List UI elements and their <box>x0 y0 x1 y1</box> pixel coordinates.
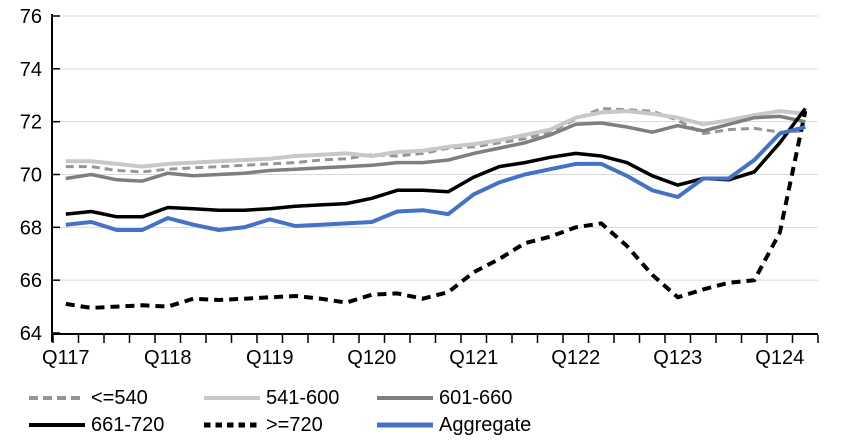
svg-text:Q123: Q123 <box>653 347 702 369</box>
svg-text:Q120: Q120 <box>347 347 396 369</box>
legend-label-541-600: 541-600 <box>266 387 340 409</box>
svg-text:Q117: Q117 <box>42 347 89 369</box>
legend-item-aggregate: Aggregate <box>376 414 531 436</box>
legend-item-ge720: >=720 <box>203 414 323 436</box>
legend-swatch-aggregate <box>377 422 433 428</box>
svg-text:74: 74 <box>20 59 42 81</box>
legend-item-le540: <=540 <box>28 387 148 409</box>
svg-text:Q121: Q121 <box>449 347 498 369</box>
svg-text:70: 70 <box>20 165 42 187</box>
legend-swatch-le540 <box>29 396 85 400</box>
svg-text:68: 68 <box>20 217 42 239</box>
legend-swatch-ge720 <box>204 422 260 428</box>
legend-label-aggregate: Aggregate <box>439 414 532 436</box>
svg-text:72: 72 <box>20 112 42 134</box>
legend-item-601-660: 601-660 <box>376 387 512 409</box>
legend-label-le540: <=540 <box>91 387 148 409</box>
svg-text:76: 76 <box>20 6 42 28</box>
svg-text:Q124: Q124 <box>755 347 804 369</box>
line-chart: 64 66 68 70 72 74 76 Q117 Q118 Q119 Q120 Q121 Q122 Q1… <box>20 6 819 369</box>
svg-text:Q122: Q122 <box>551 347 600 369</box>
legend-swatch-601-660 <box>377 396 433 400</box>
svg-text:64: 64 <box>20 323 42 345</box>
legend-swatch-541-600 <box>204 396 260 400</box>
legend-swatch-661-720 <box>29 423 85 427</box>
legend-label-661-720: 661-720 <box>91 414 165 436</box>
svg-text:Q118: Q118 <box>144 347 191 369</box>
legend-item-541-600: 541-600 <box>203 387 339 409</box>
svg-text:66: 66 <box>20 270 42 292</box>
legend-item-661-720: 661-720 <box>28 414 164 436</box>
legend-label-601-660: 601-660 <box>439 387 513 409</box>
legend-label-ge720: >=720 <box>266 414 323 436</box>
svg-text:Q119: Q119 <box>246 347 293 369</box>
